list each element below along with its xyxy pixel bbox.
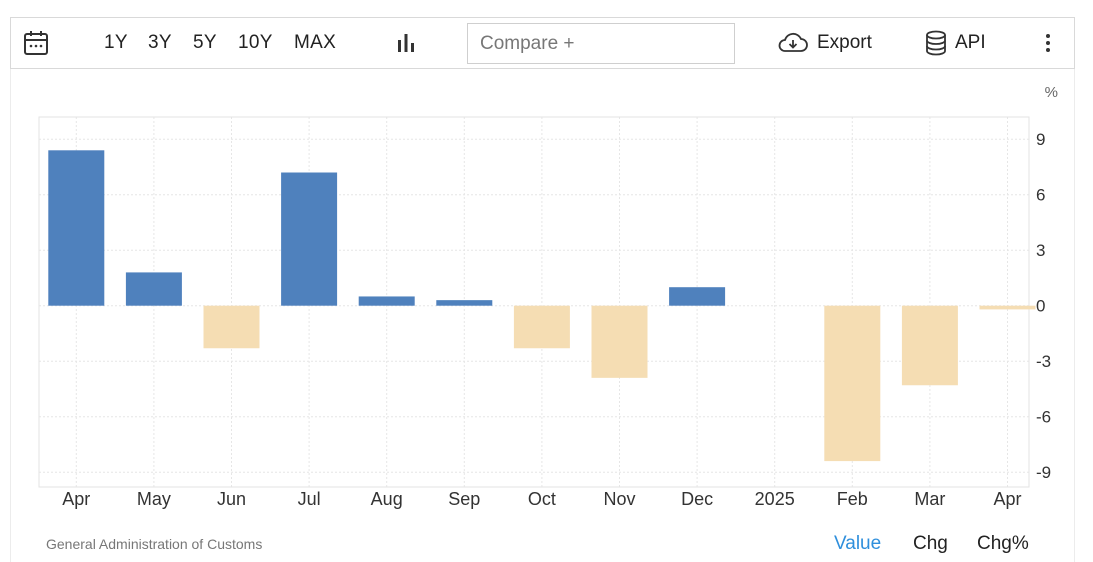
range-max-button[interactable]: MAX	[294, 32, 337, 53]
calendar-icon	[24, 31, 48, 55]
export-label: Export	[817, 32, 872, 53]
bar-sep-5	[436, 300, 493, 306]
bar-jul-3	[281, 172, 338, 306]
y-unit-label: %	[1045, 84, 1058, 101]
x-tick-label: Nov	[603, 489, 635, 509]
range-3y-button[interactable]: 3Y	[148, 32, 172, 53]
more-vertical-icon	[1046, 34, 1050, 52]
x-tick-label: Aug	[371, 489, 403, 509]
plot-area-border	[38, 116, 1030, 488]
api-label: API	[955, 32, 986, 53]
x-tick-label: Sep	[448, 489, 480, 509]
bar-apr-0	[48, 150, 105, 306]
x-tick-label: Dec	[681, 489, 713, 509]
range-10y-button[interactable]: 10Y	[238, 32, 273, 53]
compare-input[interactable]	[467, 23, 735, 64]
database-icon	[926, 30, 946, 56]
bar-feb-10	[824, 305, 881, 462]
bar-nov-7	[591, 305, 648, 378]
x-tick-label: Jun	[217, 489, 246, 509]
more-options-button[interactable]	[1043, 18, 1053, 68]
y-tick-label: -3	[1036, 352, 1051, 371]
calendar-button[interactable]	[23, 18, 49, 68]
data-source: General Administration of Customs	[46, 536, 263, 552]
chart-type-button[interactable]	[395, 18, 417, 68]
y-tick-label: 3	[1036, 241, 1045, 260]
x-tick-label: Feb	[837, 489, 868, 509]
x-tick-label: Mar	[914, 489, 945, 509]
y-tick-label: 0	[1036, 297, 1045, 316]
bar-jun-2	[203, 305, 260, 349]
bar-apr-12	[979, 305, 1036, 310]
x-tick-label: Oct	[528, 489, 556, 509]
x-tick-label: Apr	[993, 489, 1021, 509]
tab-chg-pct[interactable]: Chg%	[977, 533, 1029, 554]
x-tick-label: 2025	[755, 489, 795, 509]
tab-value[interactable]: Value	[834, 533, 882, 554]
range-1y-button[interactable]: 1Y	[104, 32, 128, 53]
cloud-download-icon	[778, 32, 808, 52]
y-tick-label: -9	[1036, 463, 1051, 482]
bar-chart-icon	[398, 34, 414, 52]
y-tick-label: 6	[1036, 186, 1045, 205]
bar-aug-4	[358, 296, 415, 306]
x-tick-label: Jul	[298, 489, 321, 509]
api-button[interactable]: API	[925, 18, 986, 68]
chart-toolbar: 1Y 3Y 5Y 10Y MAX Export API	[10, 17, 1075, 69]
export-button[interactable]: Export	[777, 18, 872, 68]
y-tick-label: -6	[1036, 408, 1051, 427]
y-tick-label: 9	[1036, 130, 1045, 149]
bar-mar-11	[901, 305, 958, 386]
bar-may-1	[125, 272, 182, 306]
x-tick-label: May	[137, 489, 171, 509]
bar-dec-8	[669, 287, 726, 306]
range-5y-button[interactable]: 5Y	[193, 32, 217, 53]
x-tick-label: Apr	[62, 489, 90, 509]
bar-oct-6	[513, 305, 570, 349]
tab-chg[interactable]: Chg	[913, 533, 948, 554]
chart-frame	[10, 69, 1075, 562]
